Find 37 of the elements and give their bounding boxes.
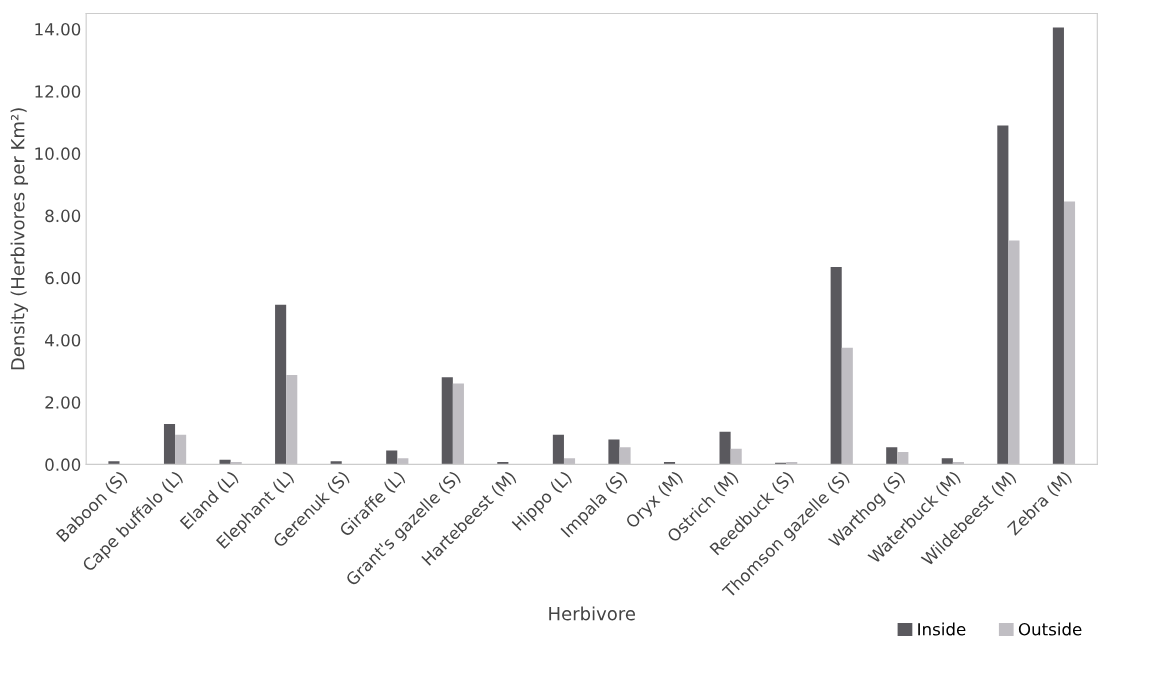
bar [286, 375, 298, 465]
y-axis-title: Density (Herbivores per Km²) [10, 108, 29, 370]
bar [619, 447, 631, 465]
bar [730, 448, 742, 465]
bar [941, 458, 953, 465]
bar [563, 458, 576, 465]
bar [897, 451, 909, 465]
bar [1052, 27, 1064, 465]
legend-label: Inside [918, 622, 966, 636]
bar [841, 347, 853, 465]
bar [386, 450, 398, 465]
legend-label: Outside [1018, 622, 1082, 636]
bar [397, 458, 409, 465]
y-tick-label: 10.00 [35, 147, 81, 160]
bar [1063, 201, 1076, 465]
y-tick-label: 6.00 [45, 271, 81, 285]
bar [830, 266, 842, 465]
y-tick-label: 4.00 [45, 333, 81, 347]
bar [175, 434, 187, 465]
bar [108, 461, 120, 465]
y-tick-label: 0.00 [45, 458, 81, 471]
y-tick-label: 12.00 [35, 85, 81, 98]
bar [719, 431, 731, 465]
bar [608, 439, 620, 465]
bar [330, 461, 342, 465]
bar [552, 434, 564, 465]
bar [997, 125, 1009, 465]
y-tick-label: 14.00 [35, 22, 81, 36]
bar [441, 377, 453, 465]
x-axis-title: Herbivore [549, 606, 635, 621]
bar [275, 304, 287, 465]
bar [1008, 240, 1020, 465]
bar [452, 383, 464, 465]
bar [163, 423, 176, 465]
bar [886, 447, 898, 465]
y-tick-label: 8.00 [45, 209, 81, 223]
y-tick-label: 2.00 [45, 396, 81, 409]
